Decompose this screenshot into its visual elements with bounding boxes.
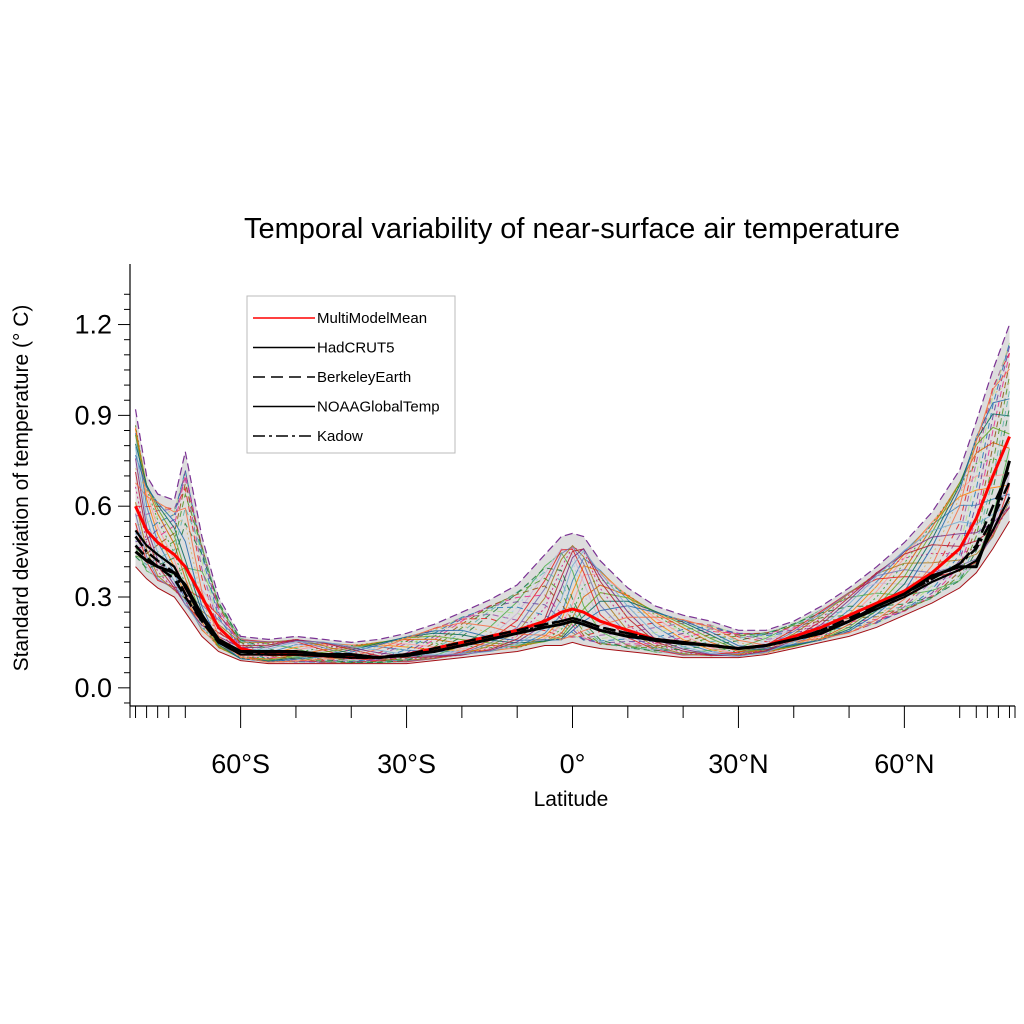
y-tick-label: 0.6 [74, 491, 112, 521]
x-tick-label: 60°S [211, 749, 270, 779]
x-tick-label: 0° [560, 749, 586, 779]
y-tick-label: 0.0 [74, 673, 112, 703]
model-line-11 [135, 425, 1010, 659]
model-line-24 [135, 471, 1010, 659]
model-line-9 [135, 474, 1010, 663]
y-axis-label: Standard deviation of temperature (° C) [10, 305, 33, 672]
model-line-5 [135, 427, 1010, 656]
series-line-multimodelmean [134, 436, 1011, 660]
y-tick-label: 1.2 [74, 310, 112, 340]
legend: MultiModelMean HadCRUT5 BerkeleyEarth NOAAG… [246, 295, 456, 454]
model-line-23 [135, 398, 1010, 663]
axes: 0.0 0.3 0.6 0.9 1.2 60°S 30°S 0° 30°N 60°N [74, 264, 1016, 779]
model-upper-envelope-line [134, 324, 1011, 644]
legend-label-multimodelmean: MultiModelMean [317, 310, 427, 327]
x-axis-label: Latitude [534, 788, 609, 811]
x-tick-label: 60°N [874, 749, 934, 779]
legend-label-kadow: Kadow [317, 428, 363, 445]
chart-title: Temporal variability of near-surface air… [244, 213, 900, 245]
model-line-6 [135, 461, 1010, 663]
model-line-13 [135, 346, 1010, 663]
model-line-22 [135, 376, 1010, 664]
y-tick-label: 0.9 [74, 400, 112, 430]
model-lower-envelope-line [135, 521, 1010, 665]
series-line-kadow [134, 481, 1011, 659]
y-tick-label: 0.3 [74, 582, 112, 612]
legend-label-noaaglobaltemp: NOAAGlobalTemp [317, 399, 440, 416]
legend-label-hadcrut5: HadCRUT5 [317, 340, 395, 357]
legend-label-berkeleyearth: BerkeleyEarth [317, 369, 411, 386]
plot-area [134, 324, 1011, 665]
x-tick-label: 30°N [708, 749, 768, 779]
model-line-27 [135, 458, 1010, 657]
model-line-12 [135, 485, 1010, 663]
x-tick-label: 30°S [377, 749, 436, 779]
legend-box [246, 295, 456, 454]
